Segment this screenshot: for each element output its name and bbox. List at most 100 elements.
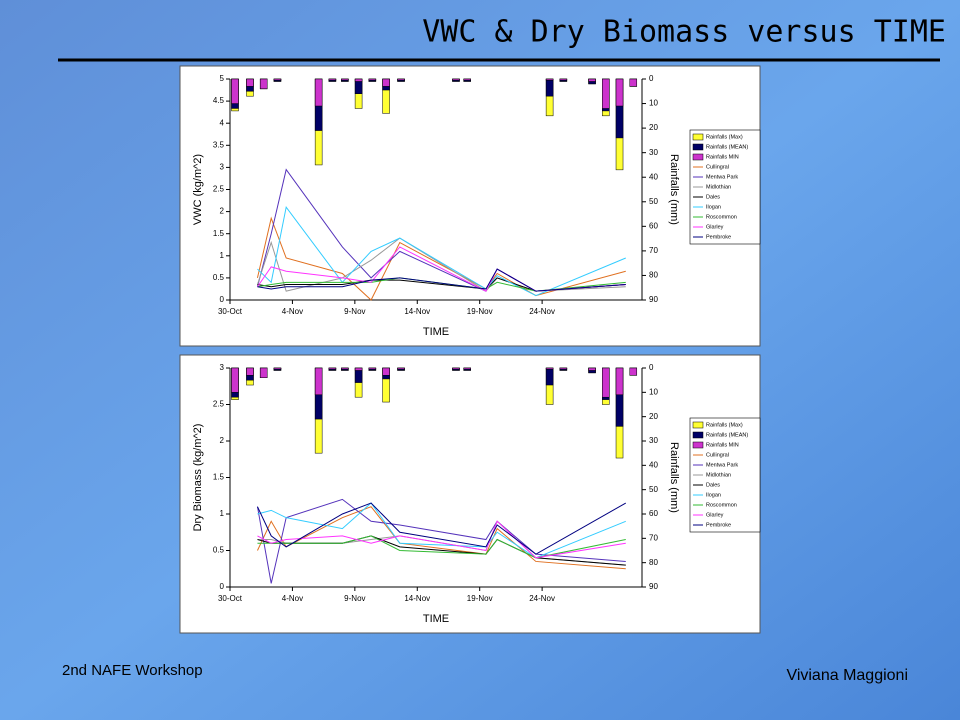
bar — [259, 367, 268, 378]
bar — [629, 78, 638, 87]
footer-left: 2nd NAFE Workshop — [62, 662, 203, 679]
line — [257, 535, 626, 559]
legend-label: Mentwa Park — [706, 462, 738, 468]
y-tick-label: 2 — [220, 436, 225, 445]
legend-label: Midlothian — [706, 184, 731, 190]
y2-tick-label: 0 — [649, 363, 654, 372]
legend-label: Midlothian — [706, 472, 731, 478]
bar — [545, 78, 554, 97]
legend-label: Pembroke — [706, 234, 731, 240]
bar — [588, 367, 596, 371]
x-tick-label: 24-Nov — [529, 594, 555, 603]
line — [257, 502, 626, 559]
y-axis-label: Dry Biomass (kg/m^2) — [192, 424, 204, 532]
y-tick-label: 0.5 — [213, 546, 225, 555]
bar — [231, 367, 239, 393]
legend-label: Roscommon — [706, 214, 737, 220]
y2-tick-label: 20 — [649, 412, 658, 421]
y-tick-label: 0.5 — [213, 273, 225, 282]
y-tick-label: 4.5 — [213, 96, 225, 105]
y2-tick-label: 0 — [649, 74, 654, 83]
legend-swatch — [692, 441, 704, 449]
y-tick-label: 1.5 — [213, 473, 225, 482]
y2-axis-label: Rainfalls (mm) — [668, 442, 680, 513]
legend-label: Ilogan — [706, 204, 721, 210]
bar — [341, 78, 349, 81]
bar — [231, 78, 239, 104]
y2-tick-label: 60 — [649, 509, 658, 518]
y2-tick-label: 80 — [649, 558, 658, 567]
x-tick-label: 24-Nov — [529, 307, 555, 316]
bar — [382, 78, 390, 87]
bar — [615, 367, 624, 396]
bar — [545, 78, 554, 81]
y2-tick-label: 80 — [649, 271, 658, 280]
x-tick-label: 14-Nov — [404, 307, 430, 316]
bar — [328, 78, 337, 81]
legend-swatch — [692, 153, 704, 161]
y-tick-label: 3 — [220, 363, 225, 372]
y2-tick-label: 50 — [649, 197, 658, 206]
y2-tick-label: 40 — [649, 460, 658, 469]
y-tick-label: 0 — [220, 295, 225, 304]
y2-tick-label: 70 — [649, 533, 658, 542]
bar — [273, 78, 282, 81]
legend-label: Glarley — [706, 512, 724, 518]
line — [257, 277, 626, 292]
bar — [559, 367, 568, 370]
x-tick-label: 9-Nov — [344, 307, 365, 316]
bar — [463, 78, 471, 81]
y2-tick-label: 20 — [649, 123, 658, 132]
bar — [314, 367, 323, 396]
y-tick-label: 3 — [220, 163, 225, 172]
bar — [314, 78, 323, 107]
bar — [559, 78, 568, 81]
y2-tick-label: 90 — [649, 295, 658, 304]
bar — [452, 78, 460, 81]
bar — [382, 367, 390, 376]
legend-swatch — [692, 143, 704, 151]
bar — [397, 367, 405, 370]
bar — [452, 367, 460, 370]
legend-label: Pembroke — [706, 522, 731, 528]
y-tick-label: 2.5 — [213, 185, 225, 194]
y2-tick-label: 30 — [649, 148, 658, 157]
legend-label: Rainfalls MIN — [706, 154, 739, 160]
x-tick-label: 30-Oct — [218, 307, 243, 316]
x-tick-label: 9-Nov — [344, 594, 365, 603]
y-axis-label: VWC (kg/m^2) — [192, 154, 204, 225]
footer-right: Viviana Maggioni — [786, 667, 908, 684]
legend-label: Dales — [706, 482, 720, 488]
line — [257, 205, 626, 297]
y2-tick-label: 60 — [649, 221, 658, 230]
x-axis-label: TIME — [423, 613, 449, 625]
legend-label: Mentwa Park — [706, 174, 738, 180]
bar — [354, 367, 363, 371]
legend-label: Cullingral — [706, 164, 729, 170]
legend-swatch — [692, 431, 704, 439]
bar — [545, 367, 554, 386]
y2-tick-label: 50 — [649, 485, 658, 494]
bar — [273, 367, 282, 370]
slide-title: VWC & Dry Biomass versus TIME — [422, 15, 946, 50]
legend-label: Rainfalls (Max) — [706, 134, 743, 140]
legend-label: Dales — [706, 194, 720, 200]
y2-tick-label: 90 — [649, 582, 658, 591]
x-tick-label: 14-Nov — [404, 594, 430, 603]
bar — [602, 78, 610, 109]
x-tick-label: 30-Oct — [218, 594, 243, 603]
legend-label: Glarley — [706, 224, 724, 230]
bar — [368, 367, 377, 370]
bar — [463, 367, 471, 370]
x-tick-label: 4-Nov — [282, 594, 303, 603]
y-tick-label: 2.5 — [213, 400, 225, 409]
legend-label: Cullingral — [706, 452, 729, 458]
y-tick-label: 1.5 — [213, 229, 225, 238]
bar — [629, 367, 638, 376]
y-tick-label: 5 — [220, 74, 225, 83]
x-tick-label: 4-Nov — [282, 307, 303, 316]
legend-label: Roscommon — [706, 502, 737, 508]
y2-tick-label: 10 — [649, 99, 658, 108]
y-tick-label: 0 — [220, 582, 225, 591]
